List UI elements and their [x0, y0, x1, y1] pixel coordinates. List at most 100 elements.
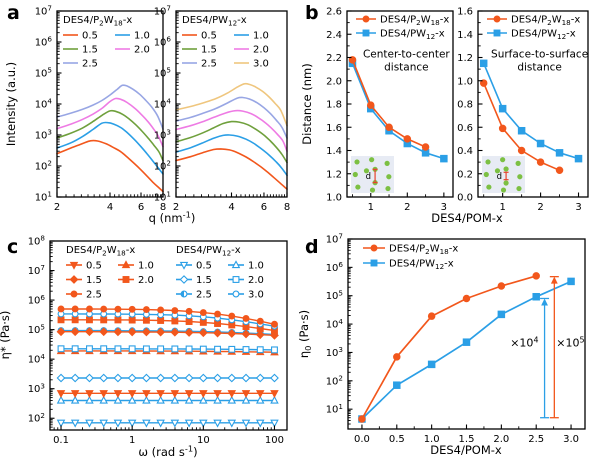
svg-text:1.5: 1.5 — [82, 45, 98, 56]
series-b2-DES4/PW12-x — [482, 62, 580, 160]
svg-text:102: 102 — [154, 159, 171, 173]
svg-text:1: 1 — [129, 435, 135, 446]
svg-text:q (nm-1): q (nm-1) — [149, 210, 196, 225]
series-group-c — [56, 305, 279, 428]
svg-text:2.0: 2.0 — [138, 275, 154, 286]
svg-text:1.2: 1.2 — [457, 53, 473, 64]
svg-text:0.5: 0.5 — [389, 434, 405, 445]
svg-text:105: 105 — [35, 66, 52, 80]
svg-text:105: 105 — [326, 288, 343, 302]
svg-text:102: 102 — [326, 374, 343, 388]
svg-text:103: 103 — [28, 381, 45, 395]
series-c-PW12-3.0 — [60, 313, 276, 327]
subplot-b2: 1 2 3 0.0 0.2 0.4 0.6 0.8 1.0 1.2 1.4 1.6 DES4/P2W18… — [457, 7, 589, 213]
svg-text:8: 8 — [160, 202, 166, 213]
series-group-a2 — [175, 82, 288, 190]
svg-text:DES4/P2W18-x: DES4/P2W18-x — [511, 15, 580, 28]
svg-text:107: 107 — [35, 4, 52, 18]
series-a1-0.5 — [56, 139, 164, 193]
series-a1-2.0 — [56, 97, 164, 148]
svg-text:102: 102 — [35, 159, 52, 173]
series-group-d — [358, 272, 575, 423]
series-group-b1 — [348, 56, 448, 163]
series-c-P2W18-2.5 — [60, 308, 276, 325]
svg-text:3: 3 — [575, 202, 581, 213]
svg-text:2: 2 — [537, 202, 543, 213]
svg-text:d: d — [497, 172, 502, 182]
svg-text:0.2: 0.2 — [457, 169, 473, 180]
svg-text:Distance (nm): Distance (nm) — [300, 63, 314, 144]
svg-text:2.5: 2.5 — [201, 59, 217, 70]
svg-text:0.4: 0.4 — [457, 146, 473, 157]
subplot-c: 0.1 1 10 100 102 103 104 105 106 107 108 ω (rad s-1… — [0, 234, 288, 459]
svg-text:1.8: 1.8 — [326, 100, 342, 111]
svg-text:DES4/PW12-x: DES4/PW12-x — [389, 259, 454, 272]
svg-text:3.0: 3.0 — [248, 290, 264, 301]
schematic-inset-b2: d — [482, 156, 525, 193]
svg-text:6: 6 — [138, 202, 144, 213]
svg-text:6: 6 — [261, 202, 267, 213]
svg-text:η* (Pa·s): η* (Pa·s) — [0, 311, 12, 360]
panel-letter-a: a — [7, 2, 20, 24]
svg-text:107: 107 — [28, 263, 45, 277]
svg-text:0.0: 0.0 — [354, 434, 370, 445]
svg-text:106: 106 — [28, 293, 46, 307]
svg-text:1: 1 — [368, 202, 374, 213]
series-a1-2.5 — [56, 84, 164, 130]
svg-text:106: 106 — [326, 260, 344, 274]
svg-text:102: 102 — [28, 411, 45, 425]
series-group-b2 — [479, 59, 583, 175]
subplot-b1: 1 2 3 1.0 1.2 1.4 1.6 1.8 2.0 2.2 2.4 2.6 DES4/POM-x… — [300, 7, 503, 226]
ticks-d: 0.0 0.5 1.0 1.5 2.0 2.5 3.0 101 102 103 104 105 106 1… — [326, 232, 579, 445]
series-a2-2.5 — [175, 96, 288, 139]
svg-text:104: 104 — [35, 97, 53, 111]
svg-text:103: 103 — [326, 345, 343, 359]
svg-text:Center-to-center: Center-to-center — [363, 49, 450, 61]
svg-text:4: 4 — [228, 202, 234, 213]
svg-text:1.4: 1.4 — [457, 30, 473, 41]
svg-text:107: 107 — [154, 4, 171, 18]
series-c-P2W18-1.0 — [60, 350, 276, 353]
svg-text:1.0: 1.0 — [138, 261, 154, 272]
series-a2-0.5 — [175, 148, 288, 190]
svg-text:×104: ×104 — [510, 335, 538, 349]
svg-text:0.8: 0.8 — [457, 100, 473, 111]
svg-text:2: 2 — [404, 202, 410, 213]
legend-a1: DES4/P2W18-x 0.5 1.0 1.5 2.0 2.5 — [63, 15, 150, 70]
svg-text:DES4/PW12-x: DES4/PW12-x — [511, 29, 576, 42]
ticks-c: 0.1 1 10 100 102 103 104 105 106 107 108 — [28, 234, 284, 446]
svg-text:104: 104 — [326, 317, 344, 331]
svg-text:DES4/POM-x: DES4/POM-x — [431, 211, 503, 225]
schematic-inset-b1: d — [351, 156, 394, 193]
svg-text:105: 105 — [154, 66, 171, 80]
svg-text:2.5: 2.5 — [82, 59, 98, 70]
svg-text:106: 106 — [35, 35, 53, 49]
svg-text:2.2: 2.2 — [326, 53, 342, 64]
svg-text:1.6: 1.6 — [457, 7, 473, 18]
axes-frame-d — [347, 238, 586, 430]
subplot-d: 0.0 0.5 1.0 1.5 2.0 2.5 3.0 101 102 103 104 105 106 1… — [297, 232, 586, 457]
svg-text:3.0: 3.0 — [563, 434, 579, 445]
svg-text:2.5: 2.5 — [528, 434, 544, 445]
svg-text:DES4/P2W18-x: DES4/P2W18-x — [63, 15, 132, 28]
svg-text:3.0: 3.0 — [253, 59, 269, 70]
svg-text:101: 101 — [35, 190, 52, 204]
panel-letter-b: b — [305, 2, 319, 24]
svg-text:1.5: 1.5 — [201, 45, 217, 56]
ticks-a1: 2 4 6 8 101 102 103 104 105 106 107 — [35, 4, 167, 213]
series-b1-DES4/PW12-x — [351, 62, 445, 160]
svg-text:DES4/PW12-x: DES4/PW12-x — [182, 15, 247, 28]
svg-text:1.0: 1.0 — [253, 31, 269, 42]
svg-text:8: 8 — [284, 202, 290, 213]
axes-frame-a2 — [175, 10, 288, 198]
svg-text:2: 2 — [173, 202, 179, 213]
svg-text:DES4/PW12-x: DES4/PW12-x — [176, 245, 241, 258]
svg-text:0.0: 0.0 — [457, 193, 473, 204]
svg-text:1.0: 1.0 — [326, 193, 342, 204]
svg-text:0.5: 0.5 — [196, 261, 212, 272]
series-c-P2W18-1.5 — [60, 331, 276, 336]
series-a2-3.0 — [175, 82, 288, 127]
svg-text:104: 104 — [154, 97, 172, 111]
